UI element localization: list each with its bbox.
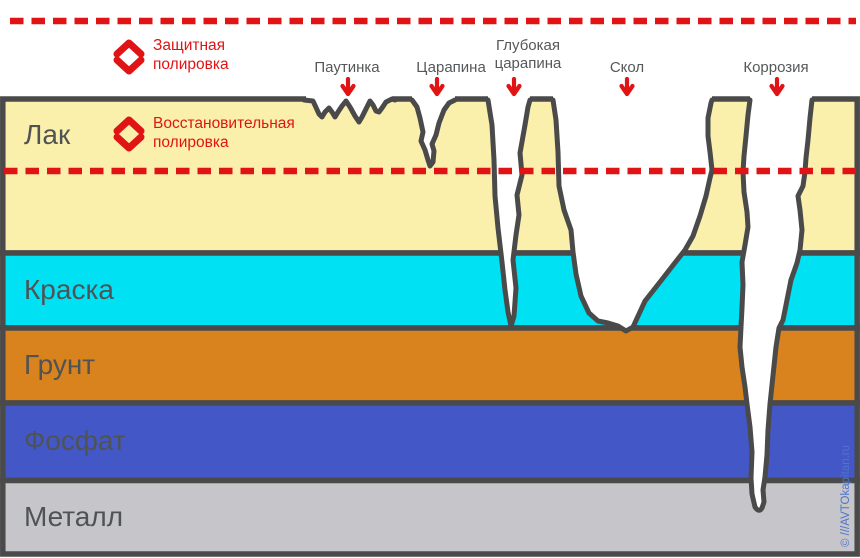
defect-label-web: Паутинка	[314, 59, 380, 76]
layer-label-paint: Краска	[24, 274, 114, 305]
defect-label-chip: Скол	[609, 59, 645, 76]
defect-deep-scratch-outline	[485, 97, 533, 329]
protective-polish-line1: Защитная	[153, 37, 226, 54]
layer-label-metal: Металл	[24, 501, 124, 532]
chevron-down-icon	[113, 56, 145, 75]
down-arrow-icon	[769, 76, 785, 97]
layer-primer	[0, 325, 860, 406]
restorative-polish-label: Восстановительная полировка	[153, 115, 295, 152]
watermark-text: © ///AVTOkapitan.ru	[840, 444, 852, 547]
layer-phosphate	[0, 400, 860, 484]
defect-scratch-outline	[409, 97, 458, 169]
defect-web-shape	[306, 90, 392, 122]
protective-polish-line2: полировка	[153, 55, 229, 73]
defect-label-scratch: Царапина	[416, 59, 486, 76]
restorative-polish-line2: полировка	[153, 133, 229, 151]
defect-label-deep-scratch: Глубокая царапина	[478, 37, 578, 73]
layer-metal	[0, 477, 860, 557]
defect-label-deep-scratch-line2: царапина	[494, 55, 562, 72]
protective-polish-label: Защитная полировка	[153, 37, 229, 74]
layer-label-lacquer: Лак	[24, 119, 71, 150]
defect-arrows	[340, 76, 785, 97]
defect-label-corrosion: Коррозия	[743, 59, 809, 76]
polish-depth-lines	[4, 17, 858, 175]
polish-chevrons	[113, 39, 145, 152]
defect-shapes	[301, 90, 815, 513]
down-arrow-icon	[619, 76, 635, 97]
defect-chip-shape	[553, 90, 712, 331]
defect-corrosion-outline	[737, 97, 815, 513]
down-arrow-icon	[506, 76, 522, 97]
defect-web-outline	[301, 96, 398, 125]
down-arrow-icon	[340, 76, 356, 97]
down-arrow-icon	[429, 76, 445, 97]
layer-stack	[0, 96, 860, 557]
layer-paint	[0, 250, 860, 331]
defect-label-deep-scratch-line1: Глубокая	[496, 37, 560, 54]
restorative-polish-line1: Восстановительная	[153, 115, 295, 132]
defect-corrosion-shape	[740, 90, 812, 511]
layer-label-primer: Грунт	[24, 349, 96, 380]
layer-label-phosphate: Фосфат	[24, 425, 126, 456]
chevron-up-icon	[113, 39, 145, 58]
chevron-down-icon	[113, 133, 145, 152]
defect-chip-outline	[550, 97, 715, 334]
chevron-up-icon	[113, 116, 145, 135]
